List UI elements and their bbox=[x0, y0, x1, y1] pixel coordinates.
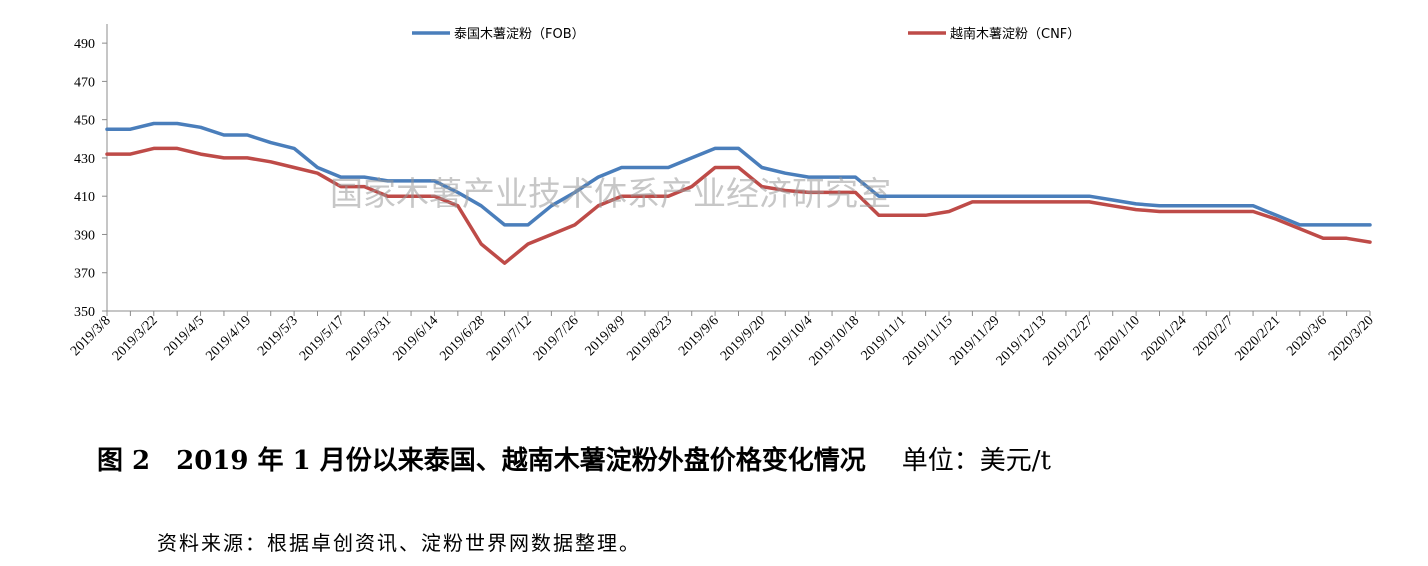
legend-label-1: 泰国木薯淀粉（FOB） bbox=[454, 27, 585, 42]
x-tick-label: 2019/12/13 bbox=[994, 313, 1050, 369]
y-tick-label: 410 bbox=[74, 190, 95, 205]
x-tick-label: 2019/12/27 bbox=[1040, 313, 1096, 369]
x-tick-label: 2019/7/26 bbox=[531, 313, 582, 364]
legend: 泰国木薯淀粉（FOB） 越南木薯淀粉（CNF） bbox=[412, 26, 1080, 42]
figure-caption: 图 2 2019 年 1 月份以来泰国、越南木薯淀粉外盘价格变化情况 单位：美元/… bbox=[97, 440, 1051, 477]
x-tick-label: 2019/11/15 bbox=[900, 313, 955, 368]
caption-unit: 单位：美元/t bbox=[901, 446, 1051, 476]
x-tick-label: 2019/6/14 bbox=[391, 313, 442, 364]
y-tick-label: 370 bbox=[74, 267, 95, 282]
x-tick-label: 2020/2/7 bbox=[1191, 313, 1237, 359]
x-tick-label: 2019/3/22 bbox=[110, 313, 161, 364]
x-tick-label: 2020/2/21 bbox=[1233, 313, 1284, 364]
x-tick-label: 2020/1/10 bbox=[1092, 313, 1143, 364]
watermark: 国家木薯产业技术体系产业经济研究室 bbox=[330, 174, 891, 213]
x-tick-label: 2020/3/20 bbox=[1326, 313, 1377, 364]
source-note: 资料来源：根据卓创资讯、淀粉世界网数据整理。 bbox=[157, 531, 641, 555]
y-tick-label: 430 bbox=[74, 152, 95, 167]
y-tick-label: 490 bbox=[74, 37, 95, 52]
y-tick-label: 390 bbox=[74, 228, 95, 243]
x-tick-label: 2019/3/8 bbox=[68, 313, 114, 359]
x-tick-label: 2019/5/17 bbox=[297, 313, 348, 364]
x-tick-label: 2019/9/6 bbox=[676, 313, 722, 359]
x-tick-label: 2019/7/12 bbox=[484, 313, 535, 364]
caption-label: 图 2 2019 年 1 月份以来泰国、越南木薯淀粉外盘价格变化情况 bbox=[97, 446, 866, 476]
x-tick-label: 2019/6/28 bbox=[437, 313, 488, 364]
series-line-1 bbox=[105, 121, 1372, 227]
y-tick-label: 450 bbox=[74, 114, 95, 129]
series-lines bbox=[105, 121, 1372, 265]
y-tick-label: 350 bbox=[74, 305, 95, 320]
price-line-chart: 350 370 390 410 430 450 470 490 2019/3/82019/3/… bbox=[68, 24, 1377, 369]
y-axis-ticks: 350 370 390 410 430 450 470 490 bbox=[74, 37, 107, 320]
x-tick-label: 2019/4/19 bbox=[203, 313, 254, 364]
y-tick-label: 470 bbox=[74, 75, 95, 90]
series-line-2 bbox=[105, 146, 1372, 265]
x-tick-label: 2019/8/23 bbox=[624, 313, 675, 364]
x-tick-label: 2019/8/9 bbox=[583, 313, 629, 359]
x-tick-label: 2019/9/20 bbox=[718, 313, 769, 364]
x-tick-label: 2019/10/18 bbox=[807, 313, 863, 369]
x-tick-label: 2019/5/31 bbox=[344, 313, 395, 364]
legend-label-2: 越南木薯淀粉（CNF） bbox=[950, 26, 1080, 42]
x-tick-label: 2019/4/5 bbox=[162, 313, 208, 359]
x-tick-label: 2020/1/24 bbox=[1139, 313, 1190, 364]
x-tick-label: 2019/5/3 bbox=[255, 313, 301, 359]
x-tick-label: 2020/3/6 bbox=[1284, 313, 1330, 359]
